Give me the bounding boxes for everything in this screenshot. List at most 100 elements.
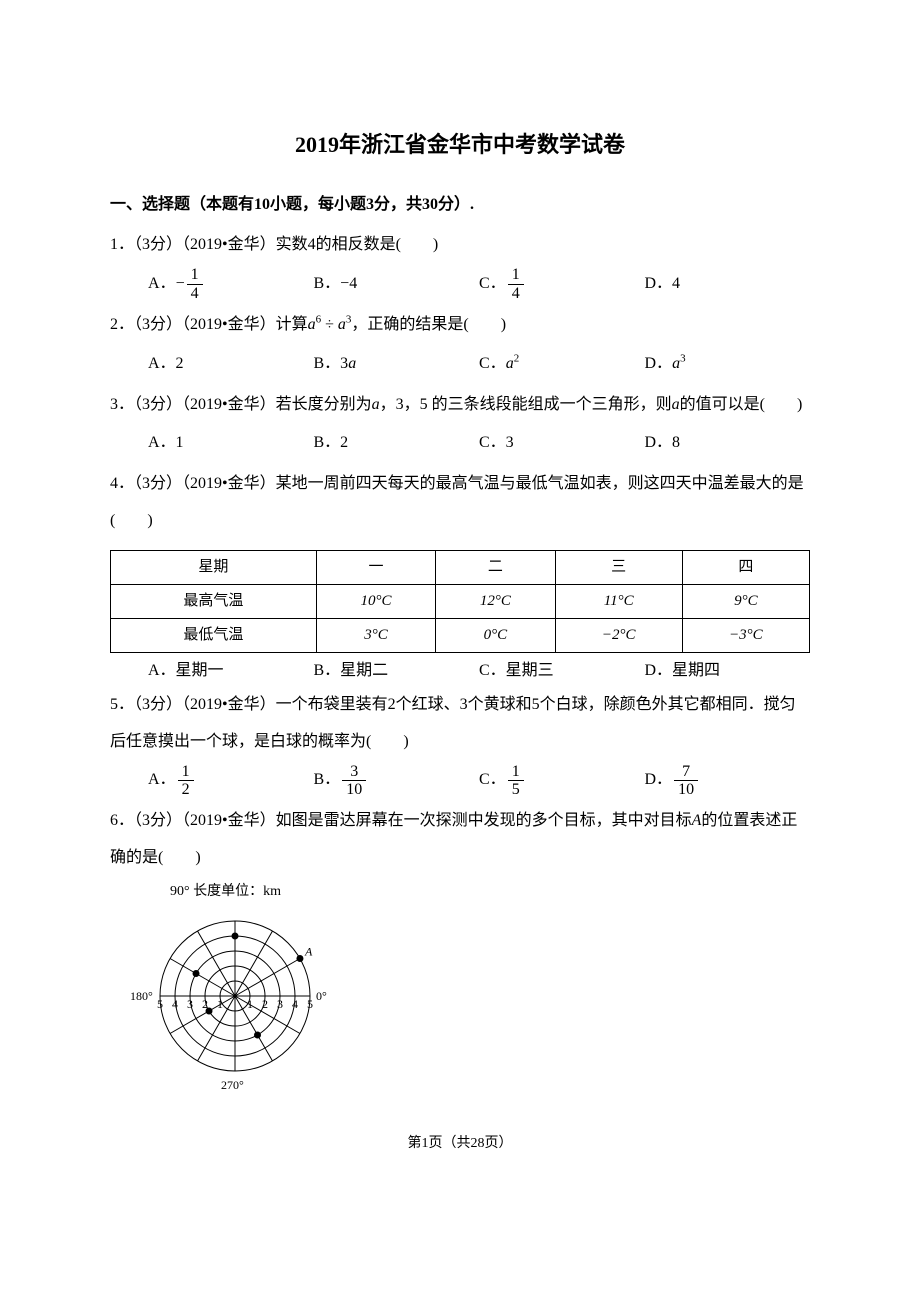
q4-text: 4．（3分）（2019•金华）某地一周前四天每天的最高气温与最低气温如表，则这四… bbox=[110, 466, 810, 540]
td: −2°C bbox=[555, 618, 682, 652]
q1-optA: A．−14 bbox=[148, 266, 314, 303]
q3-optD: D．8 bbox=[645, 425, 811, 462]
svg-text:5: 5 bbox=[157, 997, 163, 1011]
question-6: 6．（3分）（2019•金华）如图是雷达屏幕在一次探测中发现的多个目标，其中对目… bbox=[110, 803, 810, 1116]
q2-mid: ÷ bbox=[325, 316, 334, 333]
q3-options: A．1 B．2 C．3 D．8 bbox=[110, 425, 810, 462]
q2-text: 2．（3分）（2019•金华）计算a6 ÷ a3，正确的结果是( ) bbox=[110, 307, 810, 344]
svg-text:5: 5 bbox=[307, 997, 313, 1011]
fraction: 12 bbox=[178, 763, 194, 799]
th: 三 bbox=[555, 550, 682, 584]
td: 3°C bbox=[316, 618, 435, 652]
td: 12°C bbox=[436, 584, 555, 618]
frac-den: 4 bbox=[187, 285, 203, 303]
q1-text: 1．（3分）（2019•金华）实数4的相反数是( ) bbox=[110, 227, 810, 264]
q2-optB: B．3a bbox=[314, 346, 480, 383]
frac-num: 1 bbox=[187, 266, 203, 285]
q3-mid: ，3，5 的三条线段能组成一个三角形，则 bbox=[380, 396, 672, 413]
q5-text: 5．（3分）（2019•金华）一个布袋里装有2个红球、3个黄球和5个白球，除颜色… bbox=[110, 687, 810, 761]
svg-text:1: 1 bbox=[247, 997, 253, 1011]
q4-optD: D．星期四 bbox=[645, 659, 811, 683]
svg-text:3: 3 bbox=[277, 997, 283, 1011]
q2-optC: C．a2 bbox=[479, 346, 645, 383]
svg-text:0°: 0° bbox=[316, 989, 327, 1003]
q2-options: A．2 B．3a C．a2 D．a3 bbox=[110, 346, 810, 383]
fraction: 14 bbox=[187, 266, 203, 302]
q1-optB: B．−4 bbox=[314, 266, 480, 303]
radar-chart: 12345123450°180°270°A bbox=[120, 901, 350, 1101]
frac-den: 10 bbox=[342, 781, 366, 799]
svg-text:2: 2 bbox=[262, 997, 268, 1011]
th: 星期 bbox=[111, 550, 317, 584]
q5-optC-label: C． bbox=[479, 771, 506, 788]
td: 9°C bbox=[682, 584, 809, 618]
th: 二 bbox=[436, 550, 555, 584]
question-3: 3．（3分）（2019•金华）若长度分别为a，3，5 的三条线段能组成一个三角形… bbox=[110, 387, 810, 463]
td: −3°C bbox=[682, 618, 809, 652]
frac-num: 7 bbox=[674, 763, 698, 782]
svg-text:270°: 270° bbox=[221, 1078, 244, 1092]
radar-label-top: 90° 长度单位：km bbox=[170, 883, 810, 901]
q5-optA-label: A． bbox=[148, 771, 176, 788]
q1-optA-label: A． bbox=[148, 275, 176, 292]
page-title: 2019年浙江省金华市中考数学试卷 bbox=[110, 120, 810, 171]
frac-den: 5 bbox=[508, 781, 524, 799]
q2-optC-label: C． bbox=[479, 355, 506, 372]
q4-optA: A．星期一 bbox=[148, 659, 314, 683]
q5-options: A．12 B．310 C．15 D．710 bbox=[110, 762, 810, 799]
q3-optC: C．3 bbox=[479, 425, 645, 462]
q3-optA: A．1 bbox=[148, 425, 314, 462]
q5-optB-label: B． bbox=[314, 771, 341, 788]
q3-post: 的值可以是( ) bbox=[680, 396, 803, 413]
td: 11°C bbox=[555, 584, 682, 618]
svg-text:4: 4 bbox=[292, 997, 298, 1011]
section-heading: 一、选择题（本题有10小题，每小题3分，共30分）. bbox=[110, 187, 810, 224]
q1-optD: D．4 bbox=[645, 266, 811, 303]
svg-text:A: A bbox=[304, 944, 313, 958]
td: 最低气温 bbox=[111, 618, 317, 652]
q4-options: A．星期一 B．星期二 C．星期三 D．星期四 bbox=[110, 659, 810, 683]
fraction: 15 bbox=[508, 763, 524, 799]
frac-den: 2 bbox=[178, 781, 194, 799]
q5-optD: D．710 bbox=[645, 762, 811, 799]
svg-text:1: 1 bbox=[217, 997, 223, 1011]
q3-optB: B．2 bbox=[314, 425, 480, 462]
question-5: 5．（3分）（2019•金华）一个布袋里装有2个红球、3个黄球和5个白球，除颜色… bbox=[110, 687, 810, 799]
q6-pre: 6．（3分）（2019•金华）如图是雷达屏幕在一次探测中发现的多个目标，其中对目… bbox=[110, 812, 692, 829]
th: 四 bbox=[682, 550, 809, 584]
td: 0°C bbox=[436, 618, 555, 652]
svg-text:4: 4 bbox=[172, 997, 178, 1011]
svg-text:180°: 180° bbox=[130, 989, 153, 1003]
q2-optD-label: D． bbox=[645, 355, 673, 372]
frac-num: 1 bbox=[178, 763, 194, 782]
radar-block: 90° 长度单位：km 12345123450°180°270°A bbox=[120, 883, 810, 1116]
fraction: 14 bbox=[508, 266, 524, 302]
td: 10°C bbox=[316, 584, 435, 618]
svg-text:3: 3 bbox=[187, 997, 193, 1011]
frac-den: 4 bbox=[508, 285, 524, 303]
q1-options: A．−14 B．−4 C．14 D．4 bbox=[110, 266, 810, 303]
q3-pre: 3．（3分）（2019•金华）若长度分别为 bbox=[110, 396, 372, 413]
page-footer: 第1页（共28页） bbox=[110, 1128, 810, 1160]
th: 一 bbox=[316, 550, 435, 584]
q3-text: 3．（3分）（2019•金华）若长度分别为a，3，5 的三条线段能组成一个三角形… bbox=[110, 387, 810, 424]
q2-pre: 2．（3分）（2019•金华）计算 bbox=[110, 316, 308, 333]
q1-optC-label: C． bbox=[479, 275, 506, 292]
fraction: 710 bbox=[674, 763, 698, 799]
q5-optB: B．310 bbox=[314, 762, 480, 799]
q4-optC: C．星期三 bbox=[479, 659, 645, 683]
q2-optA: A．2 bbox=[148, 346, 314, 383]
q5-optD-label: D． bbox=[645, 771, 673, 788]
q4-optB: B．星期二 bbox=[314, 659, 480, 683]
table-row: 星期 一 二 三 四 bbox=[111, 550, 810, 584]
frac-den: 10 bbox=[674, 781, 698, 799]
td: 最高气温 bbox=[111, 584, 317, 618]
q5-optA: A．12 bbox=[148, 762, 314, 799]
q4-table: 星期 一 二 三 四 最高气温 10°C 12°C 11°C 9°C 最低气温 … bbox=[110, 550, 810, 653]
frac-num: 1 bbox=[508, 763, 524, 782]
q6-text: 6．（3分）（2019•金华）如图是雷达屏幕在一次探测中发现的多个目标，其中对目… bbox=[110, 803, 810, 877]
table-row: 最低气温 3°C 0°C −2°C −3°C bbox=[111, 618, 810, 652]
q2-post: ，正确的结果是( ) bbox=[351, 316, 506, 333]
question-1: 1．（3分）（2019•金华）实数4的相反数是( ) A．−14 B．−4 C．… bbox=[110, 227, 810, 303]
frac-num: 1 bbox=[508, 266, 524, 285]
